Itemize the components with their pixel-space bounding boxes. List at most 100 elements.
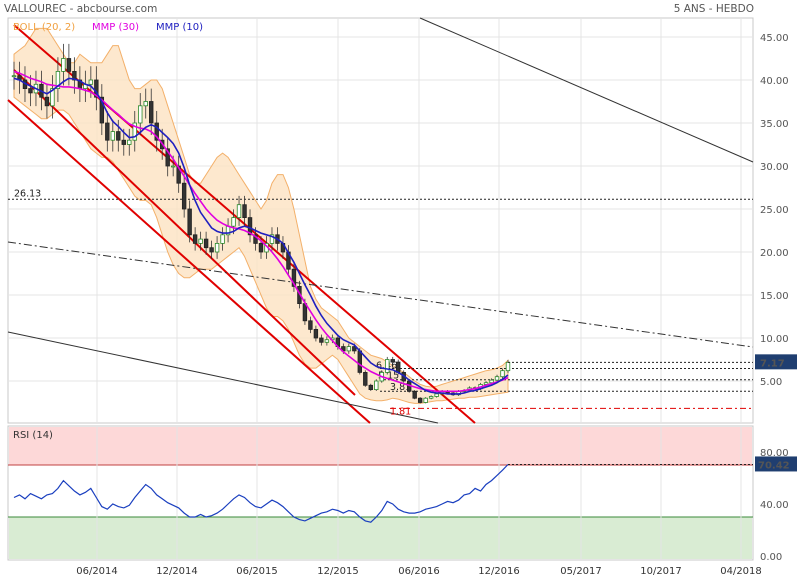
last-price-value: 7.17 bbox=[760, 358, 785, 369]
candle-body bbox=[313, 328, 319, 339]
x-tick-label: 12/2015 bbox=[317, 566, 359, 577]
candle-body bbox=[247, 217, 253, 236]
candle-body bbox=[203, 238, 209, 249]
level-label: 26.13 bbox=[14, 188, 41, 199]
axis-layer: 06/2014 12/2014 06/2015 12/2015 06/2016 12/20… bbox=[76, 33, 797, 577]
rsi-y-tick-label: 0.00 bbox=[760, 552, 782, 563]
dashdot-trend-line bbox=[7, 241, 754, 348]
rsi-overbought-zone bbox=[9, 427, 752, 465]
candle-body bbox=[500, 370, 505, 378]
y-tick-label: 15.00 bbox=[760, 291, 789, 302]
rsi-y-tick-label: 40.00 bbox=[760, 500, 789, 511]
legend-mmp10: MMP (10) bbox=[156, 22, 203, 33]
y-tick-label: 25.00 bbox=[760, 205, 789, 216]
candle-body bbox=[346, 346, 352, 352]
candle-body bbox=[149, 101, 154, 124]
x-tick-label: 06/2016 bbox=[398, 566, 440, 577]
candle-body bbox=[170, 165, 176, 168]
candle-body bbox=[110, 131, 115, 141]
candle-body bbox=[28, 88, 33, 94]
y-tick-label: 30.00 bbox=[760, 162, 789, 173]
candle-body bbox=[291, 268, 297, 287]
chart-source-title: VALLOUREC - abcbourse.com bbox=[4, 3, 158, 15]
candle-body bbox=[374, 380, 379, 391]
candle-body bbox=[116, 131, 121, 141]
candle-body bbox=[154, 122, 159, 141]
x-tick-label: 05/2017 bbox=[560, 566, 602, 577]
y-tick-label: 5.00 bbox=[760, 377, 782, 388]
candle-body bbox=[66, 58, 72, 72]
candle-body bbox=[324, 339, 330, 343]
rsi-y-tick-label: 80.00 bbox=[760, 448, 789, 459]
candle-body bbox=[176, 165, 181, 184]
candle-body bbox=[121, 139, 126, 145]
candle-body bbox=[61, 58, 66, 72]
candle-body bbox=[390, 359, 395, 363]
resistance-line bbox=[419, 17, 754, 163]
y-tick-label: 10.00 bbox=[760, 334, 789, 345]
candle-body bbox=[242, 204, 247, 218]
last-price-box bbox=[755, 354, 797, 370]
candle-body bbox=[165, 148, 170, 167]
y-tick-label: 45.00 bbox=[760, 33, 789, 44]
candle-body bbox=[55, 71, 61, 90]
candle-body bbox=[236, 204, 242, 218]
candle-body bbox=[94, 79, 99, 98]
x-tick-label: 04/2018 bbox=[720, 566, 762, 577]
rsi-last-box bbox=[755, 456, 797, 472]
bollinger-fill bbox=[13, 27, 509, 404]
moving-averages bbox=[13, 70, 753, 395]
legend-mmp30: MMP (30) bbox=[92, 22, 139, 33]
candle-body bbox=[417, 397, 423, 403]
candle-body bbox=[428, 396, 434, 399]
bollinger-band bbox=[13, 27, 509, 404]
x-tick-label: 12/2016 bbox=[478, 566, 520, 577]
candle-body bbox=[44, 96, 50, 107]
candle-body bbox=[138, 105, 143, 124]
candle-body bbox=[258, 242, 264, 253]
candle-body bbox=[396, 361, 401, 373]
candle-body bbox=[220, 234, 225, 244]
candle-body bbox=[192, 234, 198, 244]
candle-body bbox=[253, 234, 258, 244]
candle-body bbox=[489, 379, 494, 384]
x-tick-label: 12/2014 bbox=[156, 566, 198, 577]
rsi-line bbox=[13, 464, 509, 523]
candle-body bbox=[187, 208, 192, 236]
candle-body bbox=[127, 139, 132, 145]
candle-body bbox=[505, 361, 511, 372]
candle-body bbox=[385, 359, 390, 373]
candle-body bbox=[198, 238, 203, 244]
mmp10-line bbox=[13, 77, 509, 395]
candle-body bbox=[302, 303, 308, 322]
candle-body bbox=[72, 71, 77, 81]
x-tick-label: 06/2015 bbox=[236, 566, 278, 577]
candle-body bbox=[105, 122, 110, 141]
candle-body bbox=[434, 393, 439, 397]
candle-body bbox=[132, 122, 137, 141]
rsi-title: RSI (14) bbox=[13, 430, 53, 441]
channel-lower-line bbox=[7, 99, 371, 424]
y-tick-label: 40.00 bbox=[760, 76, 789, 87]
candle-body bbox=[88, 79, 94, 85]
candle-body bbox=[214, 242, 220, 253]
channel-middle-line bbox=[13, 69, 356, 396]
candle-body bbox=[11, 75, 17, 78]
level-annotation: 5.15 bbox=[378, 371, 399, 382]
legend-boll: BOLL (20, 2) bbox=[13, 22, 75, 33]
candle-body bbox=[50, 88, 55, 107]
y-tick-label: 35.00 bbox=[760, 119, 789, 130]
candle-body bbox=[143, 101, 148, 107]
candle-body bbox=[181, 182, 187, 210]
candle-body bbox=[231, 217, 236, 227]
y-tick-label: 20.00 bbox=[760, 248, 789, 259]
candle-body bbox=[319, 337, 324, 343]
candle-body bbox=[368, 384, 373, 390]
x-tick-label: 06/2014 bbox=[76, 566, 118, 577]
candle-body bbox=[269, 234, 275, 244]
candle-body bbox=[494, 376, 500, 381]
level-annotation: 3.81 bbox=[390, 382, 411, 393]
candle-body bbox=[423, 397, 428, 403]
